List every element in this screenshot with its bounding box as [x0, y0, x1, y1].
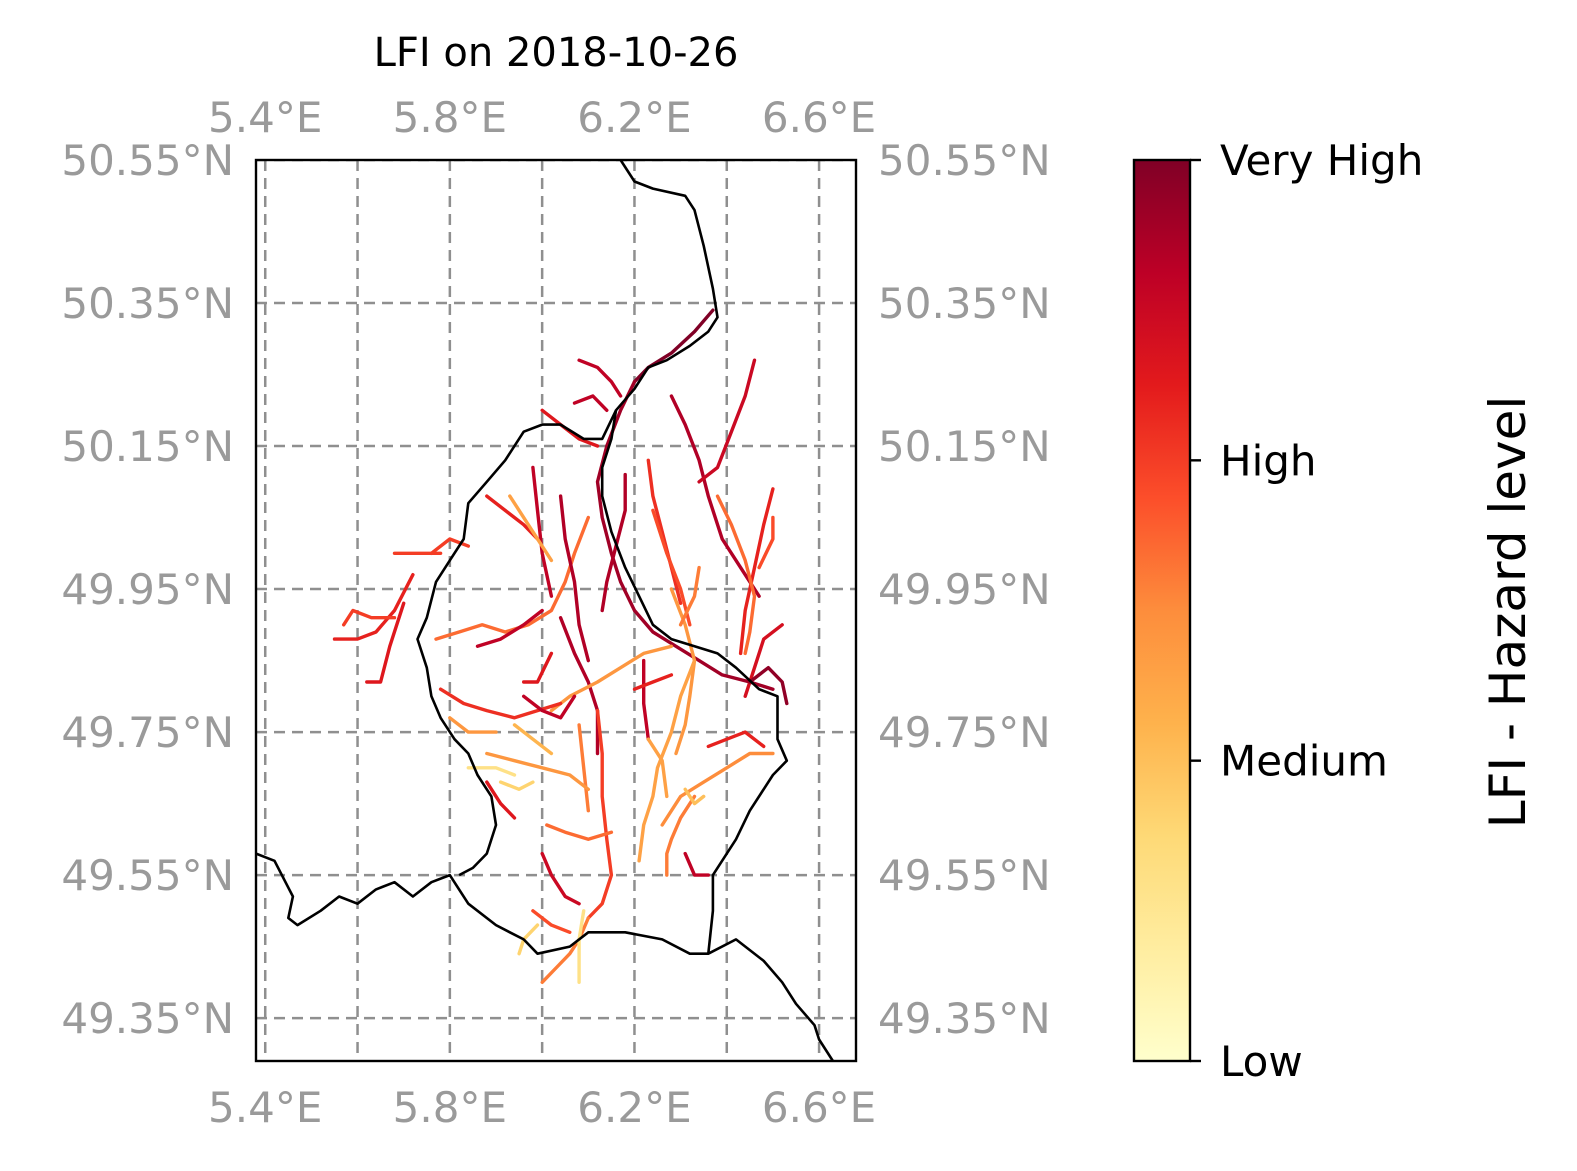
lat-tick-left-3: 49.95°N — [61, 565, 234, 614]
river-segment-4 — [669, 394, 761, 598]
country-border-2 — [416, 409, 618, 877]
river-segment-5 — [697, 358, 757, 484]
river-segment-1 — [595, 380, 775, 691]
river-segment-49 — [498, 780, 535, 791]
river-segment-32 — [522, 694, 577, 720]
river-segment-55 — [678, 565, 701, 627]
lat-tick-left-6: 49.35°N — [61, 994, 234, 1043]
lat-tick-right-4: 49.75°N — [878, 708, 1051, 757]
river-segment-36 — [466, 766, 517, 777]
river-segment-6 — [738, 487, 775, 656]
river-segment-15 — [706, 730, 766, 749]
river-segment-35 — [485, 751, 590, 791]
river-segment-37 — [485, 780, 517, 820]
lon-tick-bottom-1: 5.8°E — [393, 1083, 507, 1132]
lat-tick-right-1: 50.35°N — [878, 279, 1051, 328]
lat-tick-right-3: 49.95°N — [878, 565, 1051, 614]
lon-tick-bottom-2: 6.2°E — [577, 1083, 691, 1132]
river-segment-40 — [531, 909, 572, 934]
country-border-0 — [256, 852, 834, 1061]
river-segment-17 — [475, 608, 544, 648]
river-segment-52 — [683, 787, 706, 806]
river-segment-19 — [365, 601, 406, 684]
river-segment-51 — [748, 666, 789, 706]
colorbar-title: LFI - Hazard level — [1479, 396, 1537, 829]
lat-tick-right-6: 49.35°N — [878, 994, 1051, 1043]
river-segment-50 — [646, 737, 669, 799]
river-segment-11 — [651, 508, 692, 627]
river-segment-24 — [558, 494, 590, 663]
plot-frame — [254, 158, 858, 1063]
river-segment-29 — [577, 723, 590, 813]
lat-tick-left-0: 50.55°N — [61, 136, 234, 185]
axis-tick-labels: 5.4°E 5.4°E 5.8°E 5.8°E 6.2°E 6.2°E 6.6°E 6.6°E… — [61, 93, 1050, 1132]
river-segment-44 — [665, 794, 697, 877]
lon-tick-bottom-0: 5.4°E — [208, 1083, 322, 1132]
lat-tick-left-4: 49.75°N — [61, 708, 234, 757]
river-segment-39 — [540, 851, 581, 906]
river-segment-18 — [332, 573, 415, 641]
river-segment-45 — [632, 673, 674, 691]
river-segment-41 — [540, 916, 590, 984]
river-segment-14 — [660, 751, 775, 827]
river-segment-27 — [549, 644, 674, 713]
river-segment-2 — [577, 358, 623, 398]
river-segment-34 — [512, 723, 554, 756]
river-segment-7 — [715, 494, 757, 656]
river-segment-54 — [522, 651, 554, 684]
lon-tick-top-1: 5.8°E — [393, 93, 507, 142]
lon-tick-bottom-3: 6.6°E — [762, 1083, 876, 1132]
lat-tick-right-2: 50.15°N — [878, 422, 1051, 471]
country-border-1 — [600, 160, 789, 954]
lon-tick-top-3: 6.6°E — [762, 93, 876, 142]
river-segment-30 — [642, 658, 650, 741]
colorbar-tick-label-3: Very High — [1220, 136, 1423, 185]
lon-tick-top-0: 5.4°E — [208, 93, 322, 142]
river-segment-20 — [342, 608, 397, 627]
river-segment-28 — [586, 708, 614, 920]
river-segment-13 — [637, 658, 697, 863]
river-segment-38 — [545, 823, 614, 841]
river-segment-25 — [508, 494, 554, 563]
lat-tick-left-2: 50.15°N — [61, 422, 234, 471]
river-network — [332, 308, 789, 984]
river-segment-10 — [646, 458, 683, 605]
colorbar-ticks: Low Medium High Very High — [1190, 136, 1423, 1086]
colorbar-tick-label-2: High — [1220, 436, 1317, 485]
river-segment-48 — [572, 394, 609, 412]
river-segment-33 — [448, 716, 498, 734]
country-borders — [256, 160, 834, 1061]
lon-tick-top-2: 6.2°E — [577, 93, 691, 142]
river-segment-23 — [531, 465, 554, 598]
map-title: LFI on 2018-10-26 — [374, 30, 739, 76]
colorbar: Low Medium High Very High LFI - Hazard leve… — [1132, 136, 1537, 1086]
lat-tick-right-5: 49.55°N — [878, 851, 1051, 900]
lat-tick-right-0: 50.55°N — [878, 136, 1051, 185]
plot-area — [254, 158, 858, 1063]
colorbar-tick-label-1: Medium — [1220, 737, 1388, 786]
river-segment-22 — [485, 494, 540, 541]
river-segment-53 — [683, 851, 710, 877]
river-segment-47 — [757, 515, 775, 570]
colorbar-gradient — [1132, 158, 1192, 1063]
colorbar-tick-label-0: Low — [1220, 1037, 1303, 1086]
lat-tick-left-1: 50.35°N — [61, 279, 234, 328]
lat-tick-left-5: 49.55°N — [61, 851, 234, 900]
